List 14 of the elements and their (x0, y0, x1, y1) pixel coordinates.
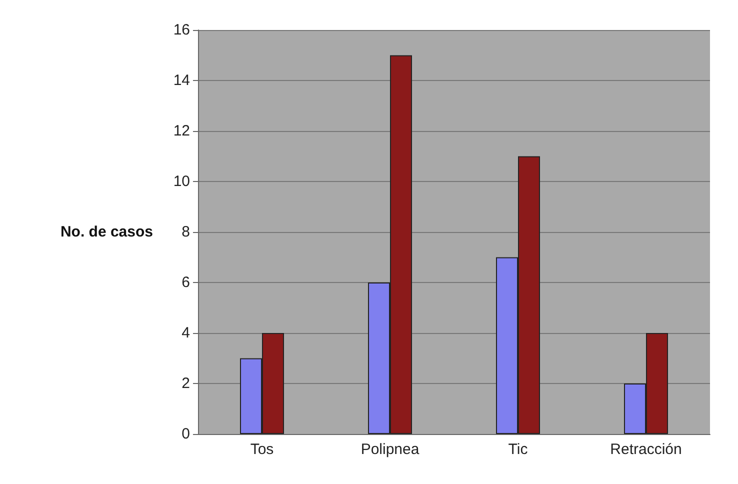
x-tick-label: Polipnea (360, 441, 420, 458)
y-tick-label: 0 (182, 426, 190, 442)
y-tick-label: 12 (173, 122, 190, 140)
x-tick-label: Tic (508, 441, 528, 458)
y-tick-label: 8 (182, 224, 190, 240)
x-tick-label: Tos (250, 441, 274, 458)
x-tick-label: Retracción (610, 441, 682, 458)
y-tick-label: 14 (173, 72, 190, 89)
y-tick-label: 4 (182, 324, 190, 342)
y-tick-label: 16 (173, 22, 190, 38)
y-tick-label: 10 (173, 173, 190, 190)
y-tick-label: 2 (182, 375, 190, 392)
y-tick-label: 6 (182, 274, 190, 291)
y-axis-title: No. de casos (60, 224, 153, 240)
